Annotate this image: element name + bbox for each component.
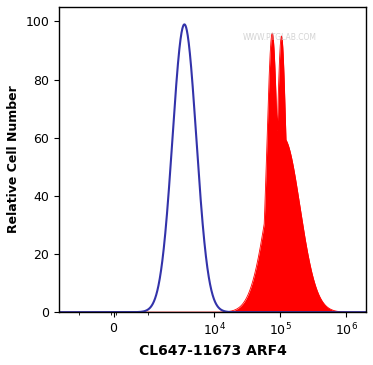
Y-axis label: Relative Cell Number: Relative Cell Number: [7, 86, 20, 234]
Text: WWW.PTGLAB.COM: WWW.PTGLAB.COM: [243, 33, 317, 42]
X-axis label: CL647-11673 ARF4: CL647-11673 ARF4: [139, 344, 286, 358]
